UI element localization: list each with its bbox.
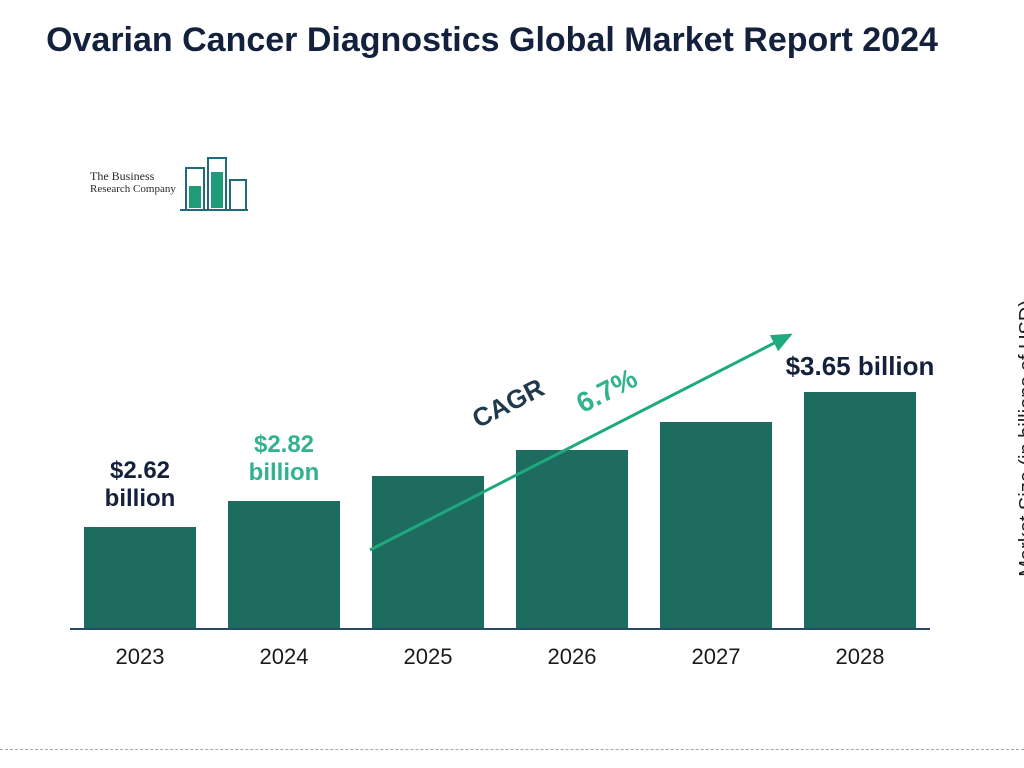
- bar: [372, 476, 484, 628]
- bar: [228, 501, 340, 628]
- chart-plot-area: 202320242025202620272028 CAGR 6.7%: [70, 150, 930, 680]
- y-axis-label: Market Size (in billions of USD): [1016, 300, 1024, 577]
- x-axis-baseline: [70, 628, 930, 630]
- chart-title: Ovarian Cancer Diagnostics Global Market…: [0, 20, 984, 61]
- x-axis-category: 2028: [800, 644, 920, 670]
- x-axis-category: 2023: [80, 644, 200, 670]
- value-label: $2.82billion: [224, 431, 344, 486]
- value-label: $2.62billion: [80, 457, 200, 512]
- x-axis-category: 2024: [224, 644, 344, 670]
- x-axis-category: 2025: [368, 644, 488, 670]
- bar: [804, 392, 916, 628]
- x-axis-category: 2027: [656, 644, 776, 670]
- bar: [516, 450, 628, 628]
- value-label: $3.65 billion: [760, 352, 960, 382]
- bar: [84, 527, 196, 628]
- bar: [660, 422, 772, 628]
- x-axis-category: 2026: [512, 644, 632, 670]
- footer-divider: [0, 749, 1024, 750]
